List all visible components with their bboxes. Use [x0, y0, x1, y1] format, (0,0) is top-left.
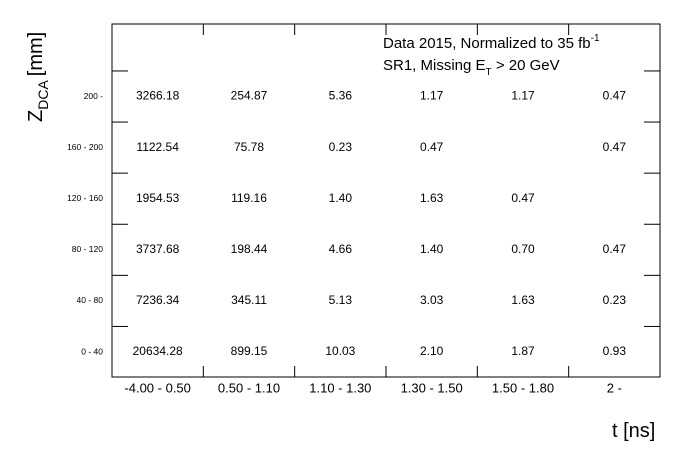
cell-value: 198.44 — [231, 242, 268, 256]
y-axis-title: ZDCA[mm] — [25, 32, 51, 122]
x-tick-label: -4.00 - 0.50 — [124, 380, 191, 395]
cell-value: 3737.68 — [136, 242, 180, 256]
x-tick-label: 1.30 - 1.50 — [401, 380, 463, 395]
cell-value: 0.23 — [603, 293, 627, 307]
y-tick-label: 120 - 160 — [67, 193, 103, 203]
y-tick-label: 40 - 80 — [77, 295, 104, 305]
y-tick-label: 160 - 200 — [67, 142, 103, 152]
cell-value: 1.63 — [420, 191, 444, 205]
cell-value: 0.47 — [603, 89, 627, 103]
cell-value: 2.10 — [420, 344, 444, 358]
annotation-line1: Data 2015, Normalized to 35 fb-1 — [383, 33, 600, 52]
cell-value: 1.87 — [511, 344, 535, 358]
cell-value: 1.17 — [511, 89, 535, 103]
cell-value: 1.40 — [420, 242, 444, 256]
x-tick-label: 0.50 - 1.10 — [218, 380, 280, 395]
cell-value: 0.23 — [329, 140, 353, 154]
cell-value: 20634.28 — [133, 344, 183, 358]
cell-value: 0.47 — [603, 242, 627, 256]
cell-value: 5.13 — [329, 293, 353, 307]
cell-value: 3266.18 — [136, 89, 180, 103]
cell-value: 5.36 — [329, 89, 353, 103]
cell-value: 75.78 — [234, 140, 264, 154]
cell-value: 0.47 — [511, 191, 535, 205]
cell-value: 0.47 — [420, 140, 444, 154]
cell-value: 119.16 — [231, 191, 267, 205]
cell-value: 1.17 — [420, 89, 444, 103]
cell-value: 899.15 — [231, 344, 268, 358]
plot-frame — [111, 23, 661, 378]
x-axis-title: t [ns] — [612, 420, 655, 442]
cell-value: 7236.34 — [136, 293, 180, 307]
y-tick-label: 200 - — [84, 91, 104, 101]
cell-value: 0.70 — [511, 242, 535, 256]
y-tick-label: 0 - 40 — [81, 346, 103, 356]
x-tick-labels: -4.00 - 0.50 0.50 - 1.10 1.10 - 1.30 1.30 -… — [124, 380, 622, 395]
cell-value: 10.03 — [325, 344, 355, 358]
cell-value: 0.93 — [603, 344, 627, 358]
cell-value: 4.66 — [329, 242, 353, 256]
annotation-line2: SR1, Missing ET > 20 GeV — [383, 57, 560, 78]
x-tick-label: 1.10 - 1.30 — [309, 380, 371, 395]
table-cells: 20634.28 899.15 10.03 2.10 1.87 0.93 7236.34 34… — [133, 89, 627, 359]
cell-value: 1954.53 — [136, 191, 180, 205]
x-tick-label: 2 - — [607, 380, 622, 395]
y-tick-labels: 0 - 40 40 - 80 80 - 120 120 - 160 160 - 200 2… — [67, 91, 103, 357]
cell-value: 3.03 — [420, 293, 444, 307]
x-tick-label: 1.50 - 1.80 — [492, 380, 554, 395]
cell-value: 0.47 — [603, 140, 627, 154]
cell-value: 1122.54 — [136, 140, 179, 154]
y-tick-label: 80 - 120 — [72, 244, 103, 254]
cell-value: 345.11 — [231, 293, 267, 307]
cell-value: 1.63 — [511, 293, 535, 307]
cell-value: 1.40 — [329, 191, 353, 205]
cell-value: 254.87 — [231, 89, 268, 103]
axis-ticks — [112, 24, 660, 377]
